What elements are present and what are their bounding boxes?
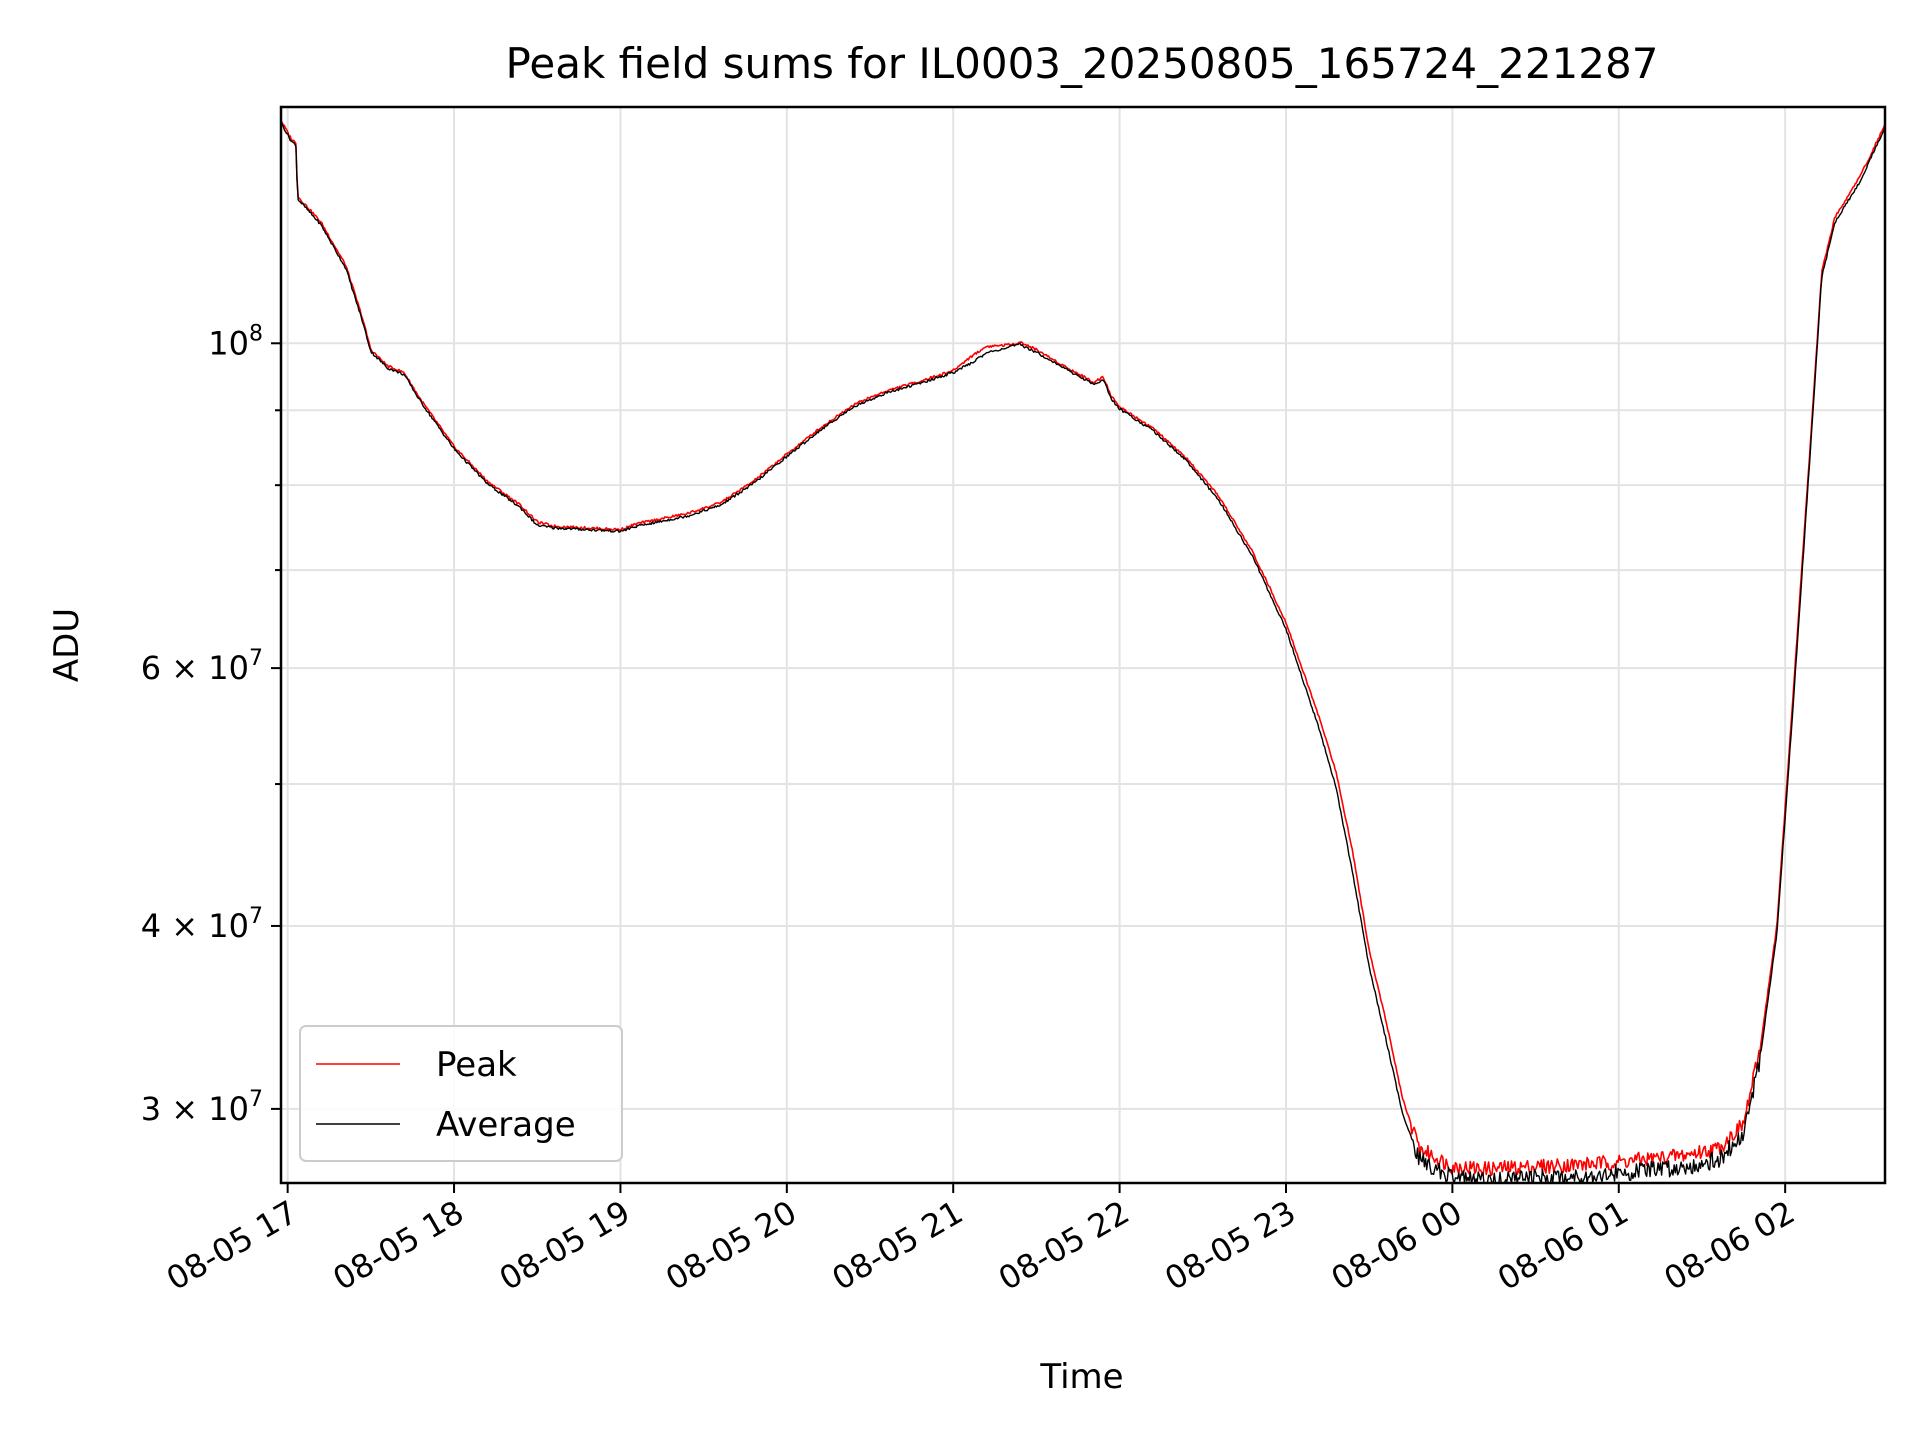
- chart-title: Peak field sums for IL0003_20250805_1657…: [506, 39, 1659, 88]
- y-tick-label-base: 10: [208, 324, 249, 362]
- plot-frame: [279, 105, 1887, 1185]
- series-group: [280, 120, 1886, 1184]
- legend-box: [299, 1025, 623, 1162]
- legend: Peak Average: [299, 1025, 623, 1162]
- y-tick-label-base: 6 × 10: [141, 649, 249, 687]
- y-tick-label-exponent: 7: [249, 1087, 263, 1112]
- grid: [281, 107, 1885, 1183]
- y-tick-label: 108: [208, 321, 263, 362]
- series-line-average: [280, 122, 1886, 1184]
- y-axis-label: ADU: [47, 608, 87, 682]
- y-tick-label: 6 × 107: [141, 646, 263, 687]
- y-tick-label-exponent: 7: [249, 904, 263, 929]
- y-tick-label: 4 × 107: [141, 904, 263, 945]
- legend-label: Peak: [436, 1045, 517, 1085]
- y-tick-label-exponent: 7: [249, 646, 263, 671]
- y-tick-label-base: 3 × 10: [141, 1090, 249, 1128]
- legend-label: Average: [436, 1105, 576, 1145]
- y-tick-label: 3 × 107: [141, 1087, 263, 1128]
- x-axis-label: Time: [1039, 1357, 1123, 1397]
- series-line-peak: [280, 120, 1886, 1177]
- y-tick-label-exponent: 8: [249, 321, 263, 346]
- y-tick-label-base: 4 × 10: [141, 907, 249, 945]
